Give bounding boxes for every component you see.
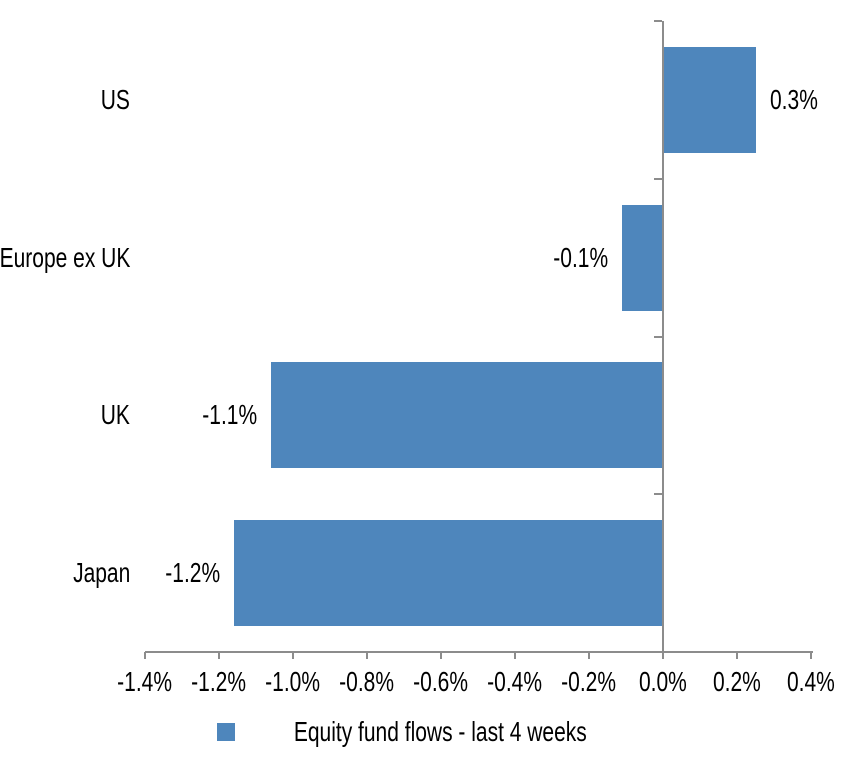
category-label-text: UK [100,399,130,431]
x-tick-label-text: -1.2% [191,666,247,697]
data-label: -0.1% [0,242,608,274]
bar [663,46,756,153]
x-axis-tick [218,652,220,659]
data-label-text: -0.1% [553,241,609,273]
x-axis-tick [736,652,738,659]
legend-label: Equity fund flows - last 4 weeks [293,716,587,747]
y-axis-tick [654,177,662,180]
x-tick-label-text: 0.2% [713,666,761,697]
data-label: -1.2% [0,557,220,589]
data-label-text: -1.2% [164,557,220,589]
x-tick-label: 0.0% [626,666,700,698]
x-axis-tick [810,652,812,659]
y-axis-tick [654,335,662,338]
x-tick-label-text: -1.4% [117,666,173,697]
data-label-text: 0.3% [769,83,818,115]
x-tick-label: 0.4% [774,666,848,698]
x-tick-label: -1.4% [108,666,182,698]
x-tick-label-text: -0.6% [413,666,469,697]
x-tick-label-text: -0.2% [561,666,617,697]
x-tick-label: -1.2% [182,666,256,698]
x-tick-label-text: -1.0% [265,666,321,697]
category-label: US [0,84,130,116]
x-tick-label: -0.8% [330,666,404,698]
x-axis-tick [366,652,368,659]
data-label: -1.1% [0,399,257,431]
category-label: Japan [0,557,130,589]
x-tick-label-text: 0.4% [787,666,835,697]
x-tick-label-text: -0.4% [487,666,543,697]
category-label: UK [0,399,130,431]
category-label: Europe ex UK [0,242,130,274]
x-axis-tick [588,652,590,659]
x-tick-label: -0.4% [478,666,552,698]
bar [233,520,663,627]
x-tick-label: 0.2% [700,666,774,698]
x-tick-label: -0.6% [404,666,478,698]
x-axis-tick [514,652,516,659]
x-axis-line [145,651,813,653]
bar [270,362,663,469]
legend: Equity fund flows - last 4 weeks [0,714,852,750]
y-axis-tick [654,20,662,22]
category-label-text: Europe ex UK [0,241,130,273]
x-axis-tick [440,652,442,659]
x-tick-label: -0.2% [552,666,626,698]
data-label-text: -1.1% [201,399,257,431]
x-axis-tick [144,652,146,659]
y-axis-tick [654,493,662,496]
data-label: 0.3% [770,84,834,116]
x-tick-label-text: -0.8% [339,666,395,697]
category-label-text: Japan [72,557,130,589]
x-tick-label: -1.0% [256,666,330,698]
y-axis-line [662,21,664,658]
legend-marker-icon [216,723,235,741]
x-tick-label-text: 0.0% [639,666,687,697]
bar [622,204,663,311]
x-axis-tick [292,652,294,659]
category-label-text: US [100,83,130,115]
